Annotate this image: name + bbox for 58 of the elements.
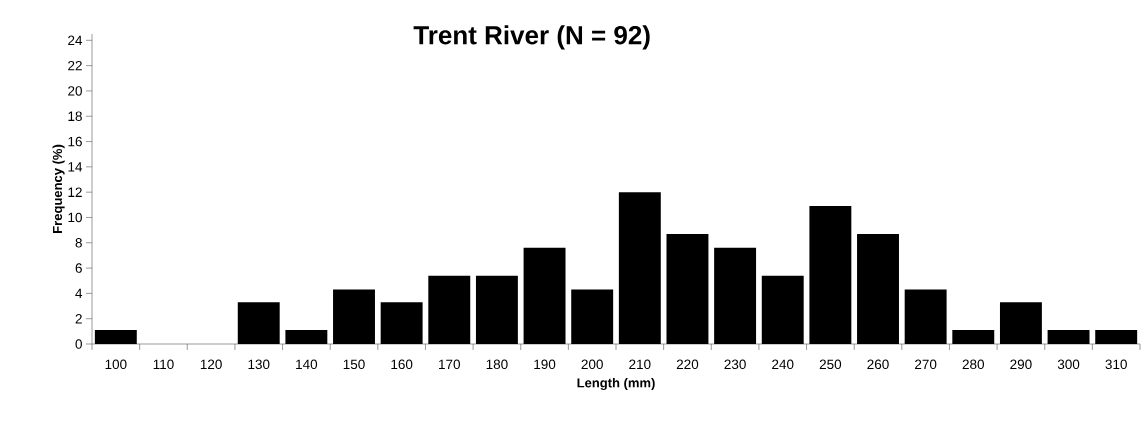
- y-tick-label: 4: [75, 288, 83, 299]
- x-tick-label: 120: [200, 359, 222, 370]
- bar: [666, 233, 709, 344]
- x-tick-label: 180: [486, 359, 508, 370]
- bar: [1047, 330, 1090, 344]
- x-tick-label: 290: [1010, 359, 1032, 370]
- bar: [714, 247, 757, 344]
- bar: [428, 275, 471, 344]
- x-tick-label: 230: [724, 359, 746, 370]
- x-tick-label: 140: [296, 359, 318, 370]
- x-tick-label: 270: [915, 359, 937, 370]
- x-axis-title: Length (mm): [577, 377, 655, 391]
- y-tick-label: 24: [68, 35, 83, 46]
- bar: [761, 275, 804, 344]
- y-tick-label: 20: [68, 86, 82, 96]
- bar: [237, 302, 280, 344]
- chart-title: Trent River (N = 92): [413, 25, 650, 50]
- y-tick-label: 0: [75, 339, 82, 349]
- y-tick-label: 18: [68, 111, 82, 122]
- y-tick-label: 12: [68, 187, 82, 197]
- bar: [809, 206, 852, 344]
- y-axis-title: Frequency (%): [52, 144, 65, 233]
- x-tick-label: 200: [581, 359, 603, 370]
- y-tick-label: 8: [75, 238, 82, 248]
- x-tick-label: 110: [153, 359, 174, 370]
- x-tick-label: 310: [1105, 359, 1127, 370]
- x-tick-label: 130: [248, 359, 270, 370]
- bar: [380, 302, 423, 344]
- x-tick-label: 220: [676, 359, 699, 370]
- bar: [1095, 330, 1138, 344]
- x-tick-label: 280: [962, 359, 985, 370]
- bar: [523, 247, 566, 344]
- y-tick-label: 6: [75, 263, 82, 273]
- bar: [475, 275, 518, 344]
- x-tick-label: 300: [1057, 359, 1080, 370]
- bar: [618, 192, 661, 344]
- x-tick-label: 240: [772, 359, 794, 370]
- x-tick-label: 260: [867, 359, 889, 370]
- bar: [952, 330, 995, 344]
- bar: [94, 330, 137, 344]
- bar: [857, 233, 899, 344]
- x-tick-label: 100: [105, 359, 127, 370]
- y-tick-label: 10: [68, 212, 82, 223]
- bar: [999, 302, 1042, 344]
- bar: [571, 289, 614, 344]
- bar: [285, 330, 328, 344]
- x-tick-label: 210: [629, 359, 651, 370]
- y-tick-label: 16: [68, 136, 82, 147]
- x-tick-label: 160: [391, 359, 413, 370]
- y-tick-label: 14: [68, 162, 83, 172]
- x-tick-label: 250: [819, 359, 842, 370]
- x-tick-label: 170: [439, 359, 461, 370]
- x-tick-label: 150: [343, 359, 365, 370]
- bar: [333, 289, 375, 344]
- x-tick-label: 190: [534, 359, 556, 370]
- y-tick-label: 22: [68, 60, 82, 71]
- y-tick-label: 2: [75, 313, 82, 324]
- bar: [904, 289, 947, 344]
